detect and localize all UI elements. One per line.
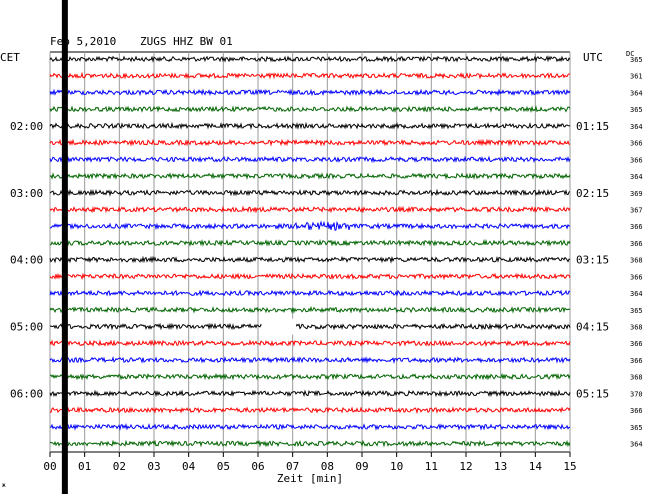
station-label: ZUGS HHZ BW 01: [140, 35, 233, 48]
trace-line: [49, 121, 571, 130]
dc-offset-label: 368: [630, 257, 643, 265]
data-gaps: [261, 318, 297, 335]
trace-line: [49, 55, 571, 63]
utc-hour-label: 02:15: [576, 187, 609, 200]
x-axis-ticks: 00 01 02 03 04 05 06 07 08 09 10 11 12 13 14 15: [43, 452, 577, 473]
cet-hour-label: 02:00: [10, 120, 43, 133]
x-tick-label: 13: [494, 460, 507, 473]
utc-hour-label: 05:15: [576, 387, 609, 400]
trace-line: [49, 389, 571, 398]
trace-line: [49, 205, 571, 214]
x-tick-label: 03: [147, 460, 160, 473]
dc-offset-label: 368: [630, 324, 643, 332]
dc-offset-label: 370: [630, 390, 643, 398]
x-tick-label: 10: [390, 460, 403, 473]
dc-offset-label: 365: [630, 56, 643, 64]
trace-line: [49, 255, 571, 264]
x-tick-label: 04: [182, 460, 196, 473]
trace-line: [49, 439, 571, 448]
corner-mark: ж: [2, 482, 6, 489]
trace-line: [49, 339, 571, 348]
dc-offset-label: 366: [630, 156, 643, 164]
dc-offset-label: 365: [630, 424, 643, 432]
trace-line: [49, 138, 571, 147]
dc-offset-label: 361: [630, 73, 643, 81]
cet-hour-label: 04:00: [10, 254, 43, 267]
x-axis-title: Zeit [min]: [277, 472, 343, 485]
vertical-event-trace: [61, 0, 68, 494]
dc-offset-labels: 365 361 364 365 364 366 366 364 369 367 366 366 368 3…: [630, 56, 643, 449]
trace-line: [49, 71, 571, 80]
x-tick-label: 08: [321, 460, 334, 473]
trace-line: [49, 155, 571, 164]
x-tick-label: 02: [113, 460, 126, 473]
dc-offset-label: 364: [630, 89, 643, 97]
cet-hour-label: 05:00: [10, 321, 43, 334]
dc-offset-label: 364: [630, 173, 643, 181]
trace-line: [49, 305, 571, 314]
vertical-event-band: [61, 0, 68, 494]
dc-offset-label: 365: [630, 307, 643, 315]
data-gap: [261, 318, 297, 335]
dc-offset-label: 366: [630, 407, 643, 415]
dc-offset-label: 368: [630, 374, 643, 382]
dc-offset-label: 367: [630, 206, 643, 214]
cet-hour-label: 06:00: [10, 387, 43, 400]
dc-offset-label: 366: [630, 340, 643, 348]
trace-line: [49, 272, 571, 281]
utc-hour-label: 01:15: [576, 120, 609, 133]
x-tick-label: 12: [459, 460, 472, 473]
x-tick-label: 00: [43, 460, 56, 473]
trace-line: [49, 105, 571, 114]
trace-line: [49, 372, 571, 381]
trace-line: [49, 172, 571, 181]
dc-offset-label: 364: [630, 290, 643, 298]
trace-line: [49, 289, 571, 297]
dc-offset-label: 366: [630, 357, 643, 365]
x-tick-label: 01: [78, 460, 91, 473]
trace-line: [49, 238, 571, 247]
dc-header-label: DC: [626, 50, 634, 58]
dc-offset-label: 364: [630, 123, 643, 131]
x-tick-label: 15: [563, 460, 576, 473]
dc-offset-label: 369: [630, 190, 643, 198]
hour-labels: 02:00 03:00 04:00 05:00 06:00 01:15 02:15 03:15…: [10, 120, 609, 401]
trace-line: [49, 322, 571, 331]
utc-hour-label: 03:15: [576, 254, 609, 267]
x-tick-label: 14: [529, 460, 543, 473]
date-label: Feb 5,2010: [50, 35, 116, 48]
dc-offset-label: 366: [630, 223, 643, 231]
x-tick-label: 05: [217, 460, 230, 473]
dc-offset-label: 365: [630, 106, 643, 114]
left-timezone-label: CET: [0, 51, 20, 64]
dc-offset-label: 364: [630, 441, 643, 449]
dc-offset-label: 366: [630, 240, 643, 248]
trace-line: [49, 406, 571, 415]
trace-line: [49, 88, 571, 97]
trace-line: [49, 188, 571, 197]
seismic-traces: [49, 55, 571, 448]
x-tick-label: 09: [355, 460, 368, 473]
dc-offset-label: 366: [630, 273, 643, 281]
trace-line: [50, 220, 571, 231]
trace-line: [49, 422, 571, 431]
cet-hour-label: 03:00: [10, 187, 43, 200]
right-timezone-label: UTC: [583, 51, 603, 64]
x-tick-label: 07: [286, 460, 299, 473]
x-tick-label: 06: [251, 460, 264, 473]
dc-offset-label: 366: [630, 140, 643, 148]
utc-hour-label: 04:15: [576, 321, 609, 334]
trace-line: [49, 356, 571, 365]
x-tick-label: 11: [425, 460, 438, 473]
time-grid: [49, 51, 571, 453]
